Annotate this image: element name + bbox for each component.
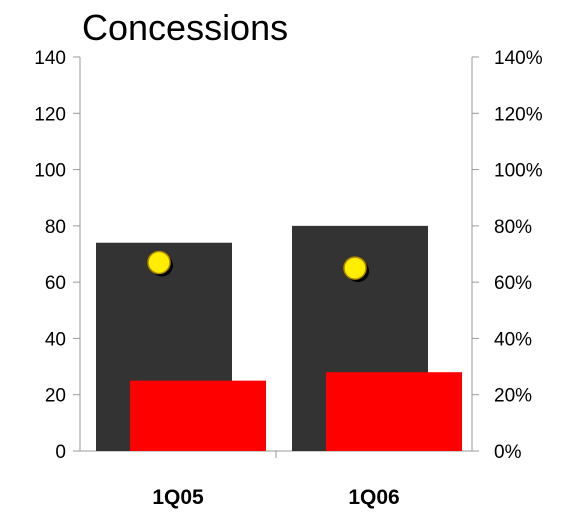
bar-series2-1q05 [130,380,266,451]
left-tick-label: 100 [34,161,66,182]
right-tick-label: 140% [494,48,543,69]
category-labels: 1Q05 1Q06 [152,486,399,509]
left-tick-label: 120 [34,104,66,125]
left-tick-label: 80 [45,217,66,238]
right-tick-label: 40% [494,329,532,350]
right-tick-label: 20% [494,386,532,407]
point-1q05 [147,250,171,275]
category-label-1q06: 1Q06 [348,486,399,509]
chart-title: Concessions [82,7,288,48]
bar-series2-1q06 [326,372,462,451]
left-tick-label: 0 [55,442,66,463]
left-tick-label: 20 [45,386,66,407]
right-axis-ticks: 0% 20% 40% 60% 80% 100% 120% 140% [472,48,543,463]
category-label-1q05: 1Q05 [152,486,204,509]
right-tick-label: 0% [494,442,522,463]
right-tick-label: 100% [494,161,543,182]
point-1q06 [343,256,367,280]
left-axis-ticks: 0 20 40 60 80 100 120 140 [34,48,80,463]
bars [96,225,462,451]
points [147,250,369,283]
right-tick-label: 80% [494,217,532,238]
right-tick-label: 120% [494,104,543,125]
left-tick-label: 60 [45,273,66,294]
left-tick-label: 140 [34,48,66,69]
left-tick-label: 40 [45,329,66,350]
right-tick-label: 60% [494,273,532,294]
